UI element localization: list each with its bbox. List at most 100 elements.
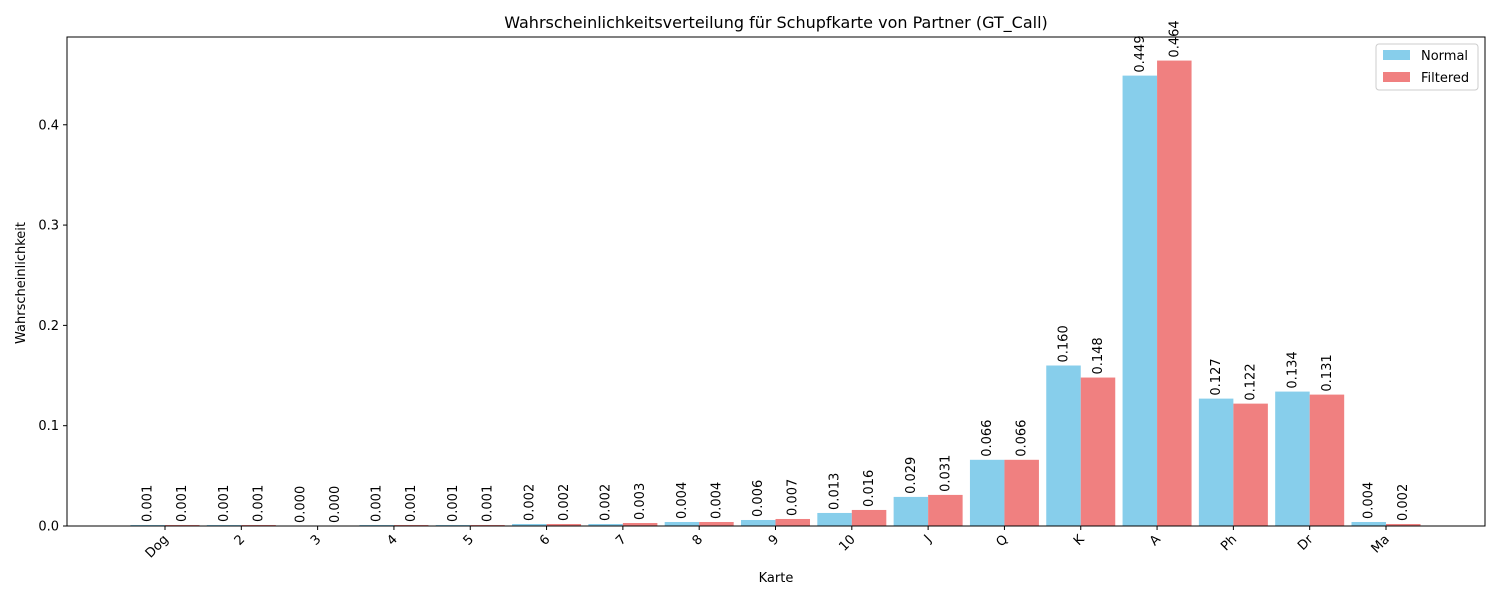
bar-filtered-5 <box>470 524 505 526</box>
x-tick-label: 3 <box>308 532 324 548</box>
bar-filtered-9 <box>775 518 810 526</box>
bar-normal-q <box>969 459 1005 526</box>
bar-normal-j <box>893 496 929 526</box>
x-tick-label: Q <box>993 532 1011 550</box>
data-labels-group: 0.001 0.001 0.001 0.001 0.000 0.000 0.001 0.001… <box>141 20 1412 523</box>
data-label-normal-6: 0.002 <box>522 484 537 521</box>
bar-filtered-4 <box>393 524 429 526</box>
x-tick-label: A <box>1147 532 1164 549</box>
bar-filtered-j <box>928 494 963 526</box>
bar-normal-5 <box>435 524 471 526</box>
legend-swatch-filtered <box>1383 72 1410 82</box>
y-tick-label: 0.4 <box>38 118 59 133</box>
y-axis-ticks: 0.0 0.1 0.2 0.3 0.4 <box>38 118 67 535</box>
x-tick-label: Ma <box>1369 532 1393 556</box>
bar-filtered-k <box>1080 377 1116 526</box>
data-label-filtered-dr: 0.131 <box>1320 354 1335 391</box>
bar-filtered-10 <box>851 509 887 526</box>
bar-normal-2 <box>206 524 242 526</box>
x-tick-label: 7 <box>613 532 629 548</box>
bar-normal-dog <box>130 524 165 526</box>
bar-normal-8 <box>664 521 700 526</box>
x-tick-label: 2 <box>232 532 248 548</box>
data-label-normal-4: 0.001 <box>370 485 385 522</box>
data-label-normal-ph: 0.127 <box>1209 358 1224 395</box>
plot-frame <box>66 36 1486 527</box>
bar-normal-dr <box>1275 391 1310 526</box>
x-tick-label: 8 <box>690 532 706 548</box>
data-label-filtered-dog: 0.001 <box>175 485 190 522</box>
data-label-normal-2: 0.001 <box>217 485 232 522</box>
bar-filtered-dog <box>165 524 200 526</box>
bar-normal-ph <box>1198 398 1234 526</box>
data-label-normal-8: 0.004 <box>675 482 690 519</box>
bar-normal-ma <box>1351 521 1386 526</box>
x-tick-label: 4 <box>384 532 400 548</box>
data-label-normal-ma: 0.004 <box>1362 482 1377 519</box>
bar-normal-a <box>1122 75 1158 526</box>
data-label-filtered-6: 0.002 <box>557 484 572 521</box>
data-label-normal-j: 0.029 <box>904 457 919 494</box>
data-label-normal-a: 0.449 <box>1133 35 1148 72</box>
legend-label-filtered: Filtered <box>1421 71 1469 86</box>
data-label-filtered-4: 0.001 <box>404 485 419 522</box>
bar-filtered-ma <box>1386 523 1421 526</box>
data-label-filtered-j: 0.031 <box>938 455 953 492</box>
x-tick-label: J <box>921 532 935 546</box>
bar-normal-6 <box>512 523 547 526</box>
legend-label-normal: Normal <box>1421 49 1468 64</box>
legend: Normal Filtered <box>1375 43 1479 91</box>
y-axis-label: Wahrscheinlichkeit <box>14 222 29 344</box>
x-tick-label: 6 <box>537 532 553 548</box>
bar-normal-4 <box>359 524 394 526</box>
data-label-filtered-5: 0.001 <box>481 485 496 522</box>
x-tick-label: K <box>1071 532 1088 549</box>
x-axis-label: Karte <box>759 571 794 586</box>
data-label-filtered-7: 0.003 <box>633 483 648 520</box>
data-label-filtered-3: 0.000 <box>328 486 343 523</box>
bar-filtered-dr <box>1309 394 1345 526</box>
data-label-filtered-a: 0.464 <box>1167 20 1182 57</box>
legend-swatch-normal <box>1383 50 1410 60</box>
data-label-normal-3: 0.000 <box>293 486 308 523</box>
x-axis-ticks: Dog 2 3 4 5 6 7 8 9 10 J Q K A Ph Dr Ma <box>143 526 1393 561</box>
bar-filtered-q <box>1004 459 1039 526</box>
x-tick-label: 9 <box>766 532 782 548</box>
bar-filtered-a <box>1157 60 1192 527</box>
data-label-filtered-ph: 0.122 <box>1244 363 1259 400</box>
data-label-filtered-2: 0.001 <box>252 485 267 522</box>
bar-normal-k <box>1046 365 1081 526</box>
bar-normal-7 <box>588 523 623 526</box>
x-tick-label: Dr <box>1295 532 1317 554</box>
data-label-normal-dr: 0.134 <box>1285 351 1300 388</box>
bar-normal-10 <box>817 512 852 526</box>
data-label-normal-k: 0.160 <box>1057 325 1072 362</box>
chart-title: Wahrscheinlichkeitsverteilung für Schupf… <box>504 13 1048 33</box>
bars-group <box>130 60 1421 527</box>
bar-filtered-2 <box>241 524 276 526</box>
y-tick-label: 0.3 <box>38 219 59 234</box>
bar-filtered-8 <box>699 521 734 526</box>
x-tick-label: 10 <box>836 532 858 554</box>
x-tick-label: 5 <box>461 532 477 548</box>
data-label-normal-10: 0.013 <box>828 473 843 510</box>
data-label-filtered-q: 0.066 <box>1015 420 1030 457</box>
data-label-filtered-9: 0.007 <box>786 479 801 516</box>
plot-area <box>67 37 1485 526</box>
data-label-normal-9: 0.006 <box>751 480 766 517</box>
data-label-filtered-10: 0.016 <box>862 470 877 507</box>
x-tick-label: Dog <box>143 532 172 561</box>
data-label-normal-dog: 0.001 <box>141 485 156 522</box>
y-tick-label: 0.1 <box>38 419 59 434</box>
data-label-normal-q: 0.066 <box>980 420 995 457</box>
x-tick-label: Ph <box>1218 532 1240 554</box>
data-label-filtered-ma: 0.002 <box>1396 484 1411 521</box>
data-label-filtered-k: 0.148 <box>1091 337 1106 374</box>
data-label-filtered-8: 0.004 <box>709 482 724 519</box>
bar-normal-9 <box>741 519 776 526</box>
y-tick-label: 0.2 <box>38 319 59 334</box>
bar-filtered-ph <box>1233 403 1268 526</box>
bar-filtered-6 <box>546 523 582 526</box>
bar-filtered-7 <box>622 522 658 526</box>
